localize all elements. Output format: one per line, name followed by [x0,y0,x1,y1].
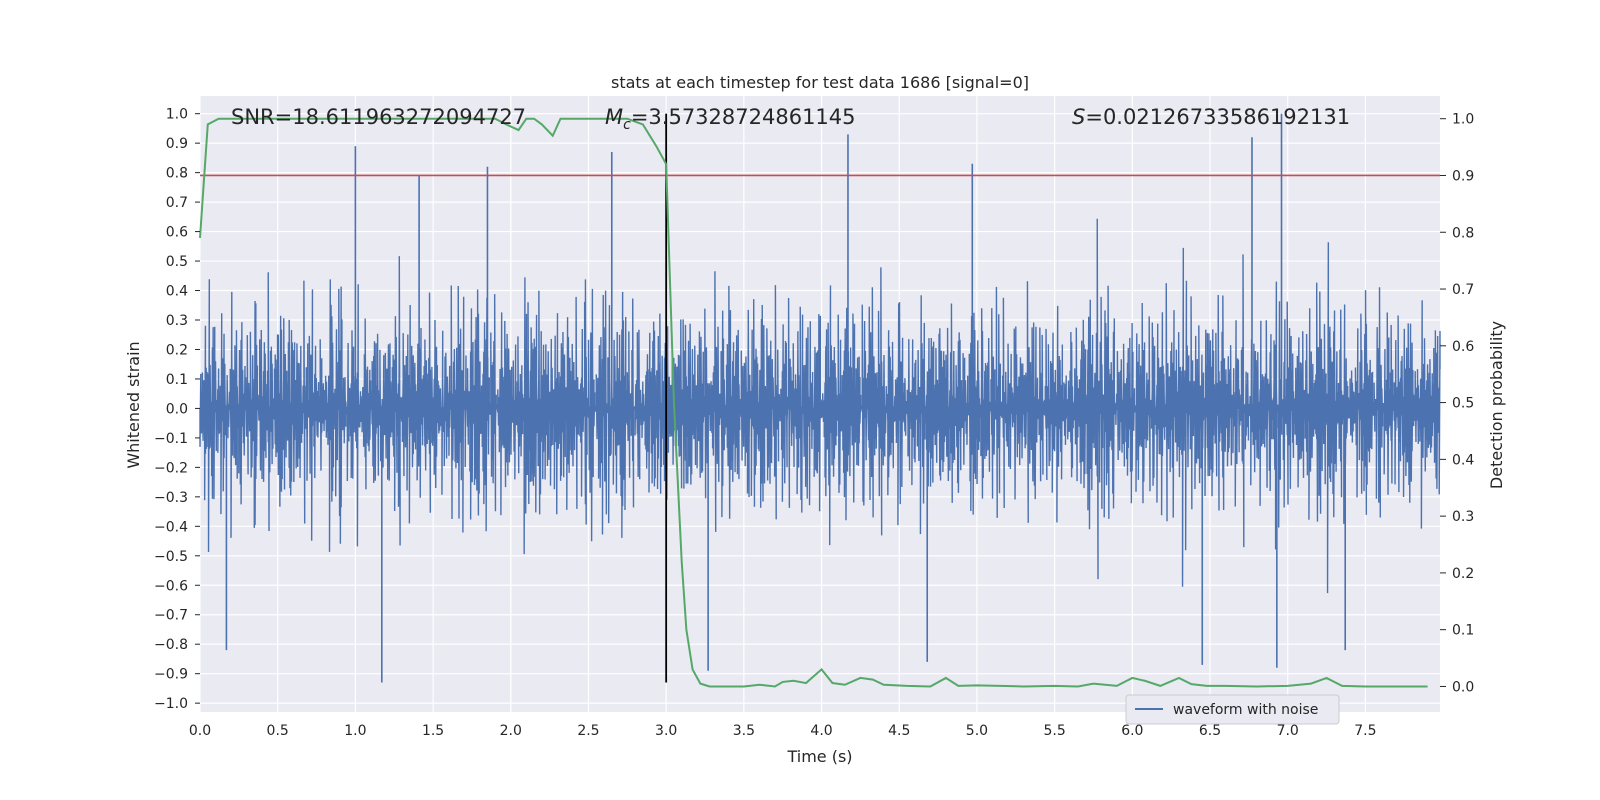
x-tick-label: 3.5 [733,723,755,739]
x-tick-label: 6.0 [1121,723,1143,739]
y-tick-label: 0.1 [166,372,188,388]
y-tick-label: 0.9 [166,136,188,152]
x-tick-label: 3.0 [655,723,677,739]
y-tick-label: 0.8 [166,166,188,182]
y-tick-label: 0.0 [166,401,188,417]
waveform-trace [199,218,1441,594]
y-tick-label: −0.4 [154,519,188,535]
legend: waveform with noise [1125,694,1340,725]
x-tick-label: 1.5 [422,723,444,739]
x-tick-label: 5.5 [1044,723,1066,739]
y-tick-label: −0.2 [154,460,188,476]
y2-tick-label: 0.8 [1452,225,1474,241]
y-axis-left-ticks: 1.0 0.9 0.8 0.7 0.6 0.5 0.4 0.3 0.2 0.1 0.0 −0.1 −0.… [154,107,200,712]
y-tick-label: 0.6 [166,225,188,241]
y-tick-label: 0.3 [166,313,188,329]
x-tick-label: 0.5 [267,723,289,739]
y-axis-right-ticks: 1.0 0.9 0.8 0.7 0.6 0.5 0.4 0.3 0.2 0.1 0.0 [1440,112,1474,695]
x-tick-label: 4.5 [888,723,910,739]
y-tick-label: 0.2 [166,342,188,358]
s-value: =0.02126733586192131 [1085,105,1350,129]
y-tick-label: −1.0 [154,696,188,712]
y-tick-label: −0.8 [154,637,188,653]
legend-label: waveform with noise [1173,702,1318,718]
y2-tick-label: 1.0 [1452,112,1474,128]
x-tick-label: 0.0 [189,723,211,739]
y2-tick-label: 0.3 [1452,509,1474,525]
x-tick-label: 2.5 [577,723,599,739]
probability-series [199,117,1428,688]
x-tick-label: 6.5 [1199,723,1221,739]
y-tick-label: −0.6 [154,578,188,594]
y-tick-label: 0.4 [166,284,188,300]
y2-tick-label: 0.6 [1452,339,1474,355]
x-tick-label: 1.0 [344,723,366,739]
y-tick-label: −0.5 [154,549,188,565]
chart-title: stats at each timestep for test data 168… [611,73,1029,92]
y-axis-label: Whitened strain [124,341,143,468]
y-tick-label: −0.1 [154,431,188,447]
waveform-series [199,113,1441,683]
y2-tick-label: 0.4 [1452,452,1474,468]
y2-tick-label: 0.2 [1452,566,1474,582]
x-tick-label: 5.0 [966,723,988,739]
y2-tick-label: 0.5 [1452,396,1474,412]
y2-tick-label: 0.0 [1452,679,1474,695]
s-annotation: S=0.02126733586192131 [1072,105,1350,129]
y2-tick-label: 0.7 [1452,282,1474,298]
x-tick-label: 7.0 [1277,723,1299,739]
y-tick-label: 0.5 [166,254,188,270]
y-tick-label: 0.7 [166,195,188,211]
x-axis-ticks: 0.0 0.5 1.0 1.5 2.0 2.5 3.0 3.5 4.0 4.5 5.0 5.5 6.0 6… [189,723,1377,739]
s-symbol: S [1072,105,1085,129]
legend-box [1125,694,1340,725]
y2-tick-label: 0.1 [1452,623,1474,639]
y2-tick-label: 0.9 [1452,168,1474,184]
y-tick-label: −0.7 [154,608,188,624]
chirp-mass-symbol: M [605,105,623,129]
y-tick-label: −0.9 [154,667,188,683]
x-tick-label: 7.5 [1354,723,1376,739]
y-tick-label: −0.3 [154,490,188,506]
x-axis-label: Time (s) [786,747,852,766]
chirp-mass-value: =3.57328724861145 [631,105,856,129]
chirp-mass-annotation: Mc=3.57328724861145 [605,105,856,133]
chirp-mass-subscript: c [623,117,631,133]
y-tick-label: 1.0 [166,107,188,123]
x-tick-label: 4.0 [810,723,832,739]
y2-axis-label: Detection probability [1487,321,1506,489]
x-tick-label: 2.0 [500,723,522,739]
snr-annotation: SNR=18.611963272094727 [231,105,526,129]
